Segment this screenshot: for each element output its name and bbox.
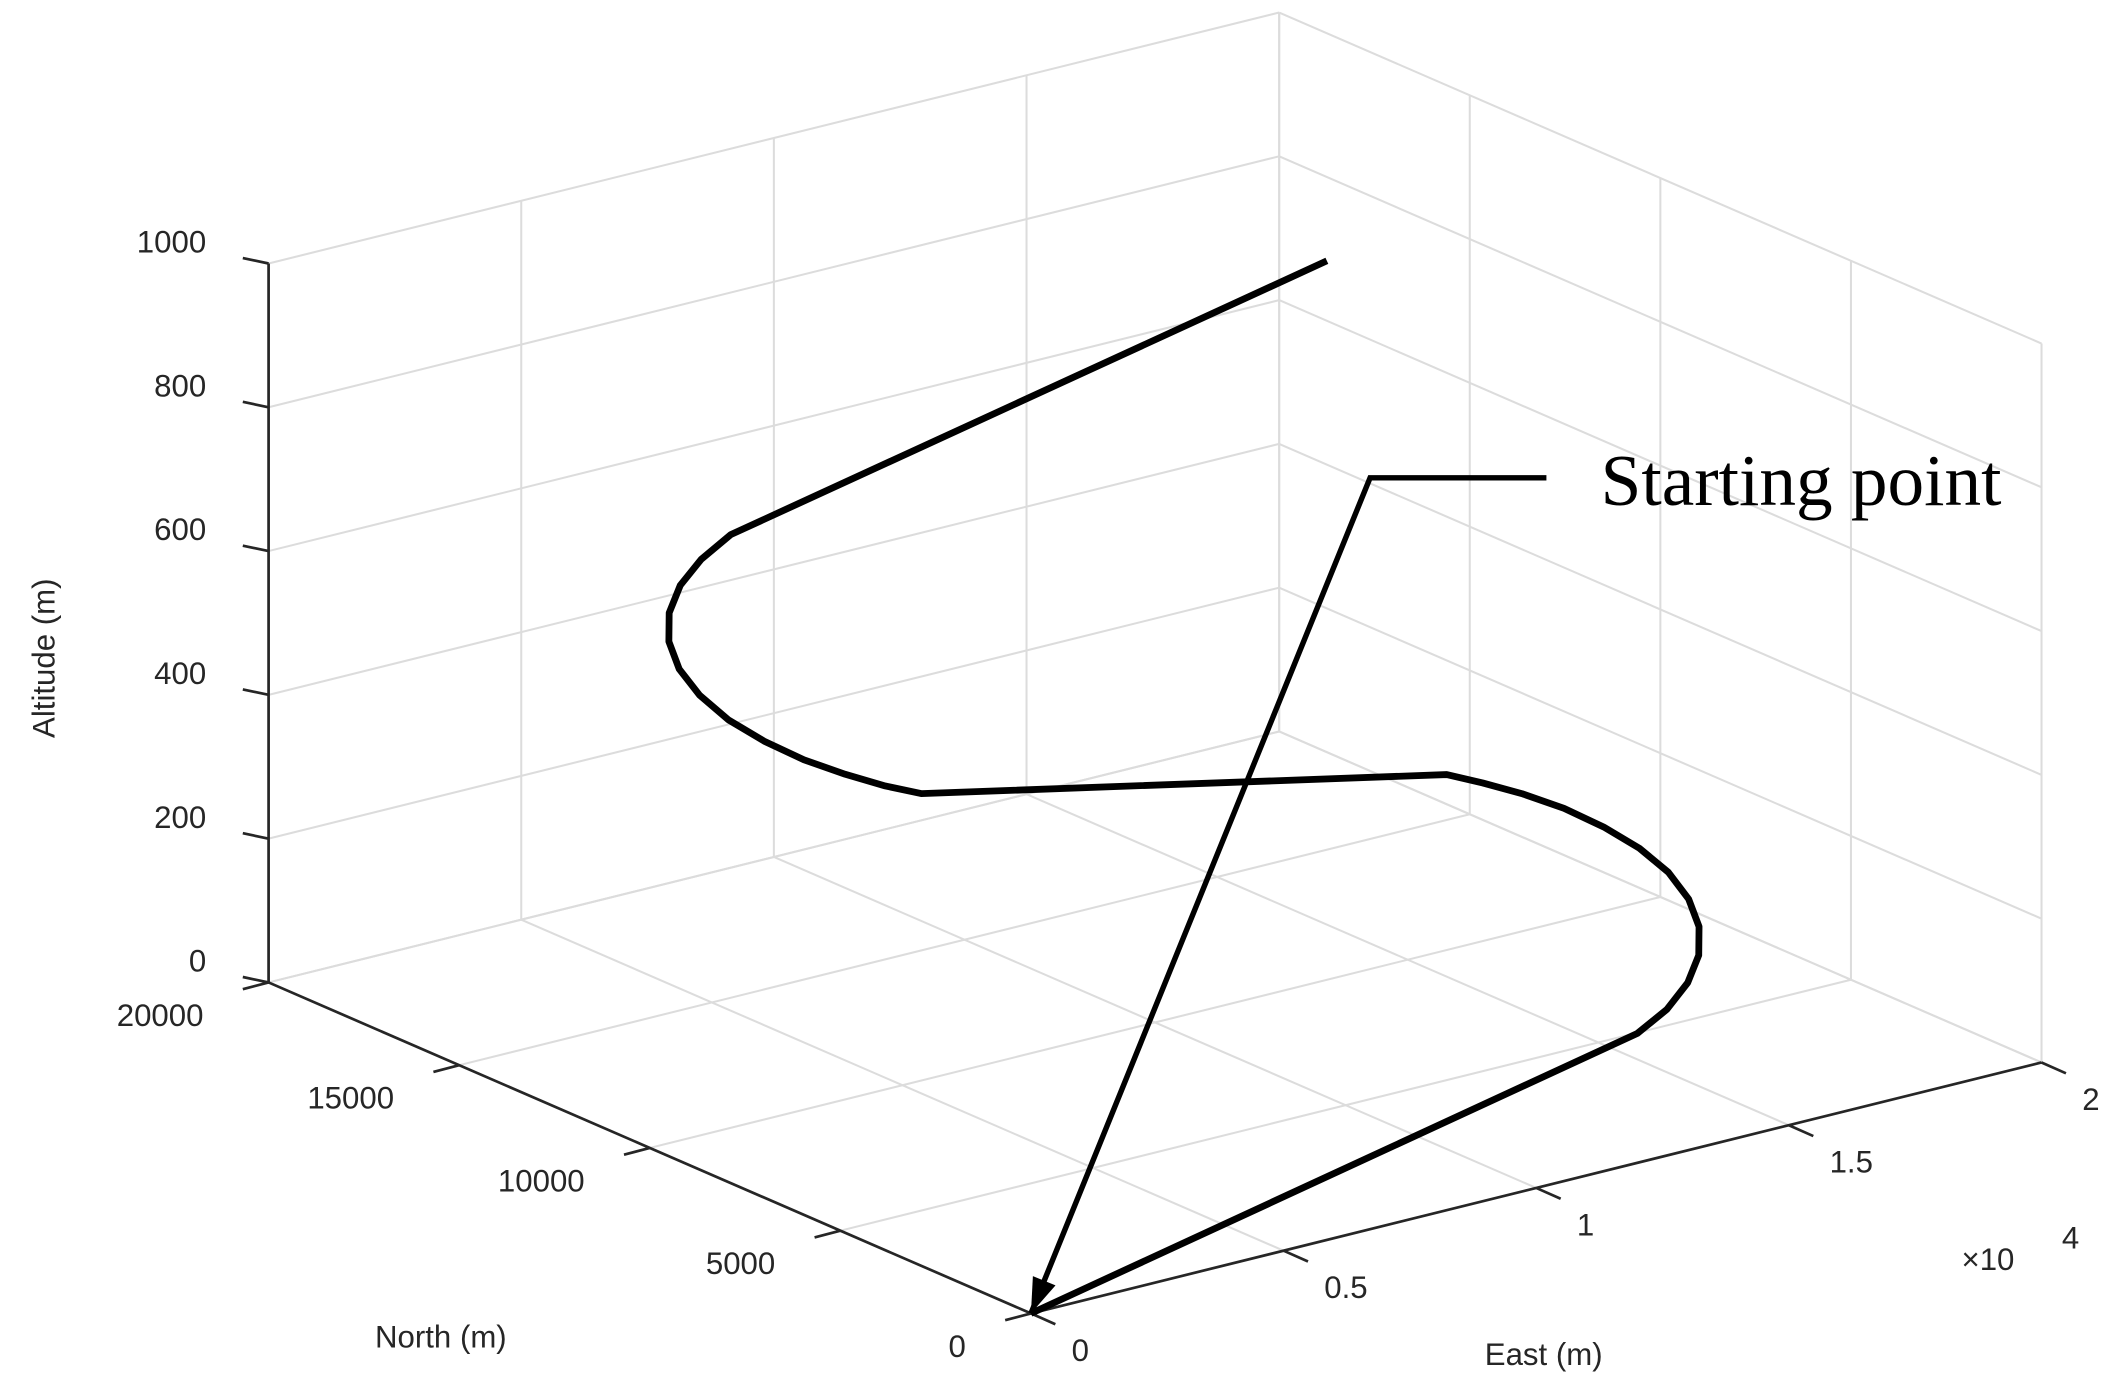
z-axis-label: Altitude (m) [26,579,61,738]
x-tick-label: 0.5 [1324,1270,1367,1305]
grid [267,11,2043,1315]
x-tick [1535,1186,1562,1201]
z-tick-label: 600 [154,512,206,547]
z-tick [242,975,269,984]
z-tick [242,688,269,697]
x-tick [2040,1061,2067,1075]
y-tick-label: 20000 [117,998,204,1033]
grid-line [649,895,1661,1149]
y-tick-label: 10000 [498,1163,585,1198]
grid-line [1278,11,2042,345]
x-tick [1788,1123,1814,1138]
y-tick [1004,1312,1032,1322]
axes [242,256,2067,1326]
z-tick [242,256,269,265]
x-tick-label: 2 [2082,1082,2099,1117]
grid-line [268,11,1280,265]
grid-line [1278,730,2042,1064]
grid-line [1278,442,2042,776]
x-tick-label: 1.5 [1830,1145,1873,1180]
grid-line [268,442,1280,696]
trajectory-line [665,257,1703,1317]
annotation-arrow [1028,475,1547,1315]
z-tick [242,831,269,840]
y-tick [433,1063,460,1074]
grid-line [458,813,1471,1067]
grid-line [840,978,1852,1232]
annotation-text: Starting point [1601,440,2002,521]
x-tick [1283,1249,1309,1263]
x-tick-label: 1 [1577,1207,1594,1242]
grid-line [1278,155,2042,489]
y-tick-label: 0 [948,1329,965,1364]
annotation-arrowhead [1030,1276,1056,1314]
x-tick-label: 0 [1072,1333,1089,1368]
labels: North (m) East (m) Altitude (m) ×10 4 St… [26,225,2099,1372]
plot [665,257,1703,1317]
grid-line [268,730,1280,984]
y-tick-label: 5000 [706,1246,775,1281]
y-tick [623,1146,651,1157]
z-tick-label: 400 [154,656,206,691]
y-tick [242,981,269,991]
z-tick-label: 800 [154,368,206,403]
grid-line [268,155,1280,409]
z-tick [242,544,269,553]
x-exponent-power: 4 [2062,1220,2079,1255]
grid-line [268,299,1280,553]
z-tick-label: 200 [154,800,206,835]
y-tick [814,1229,841,1239]
z-tick-label: 1000 [137,225,206,260]
x-axis-label: East (m) [1485,1337,1603,1372]
grid-line [1278,299,2042,633]
z-tick-label: 0 [189,944,206,979]
x-exponent-base: ×10 [1962,1242,2015,1277]
x-axis-line [1030,1061,2042,1315]
grid-line [268,586,1280,840]
grid-line [1278,586,2042,920]
z-tick [242,400,269,409]
y-axis-label: North (m) [375,1319,507,1354]
y-tick-label: 15000 [307,1081,394,1116]
